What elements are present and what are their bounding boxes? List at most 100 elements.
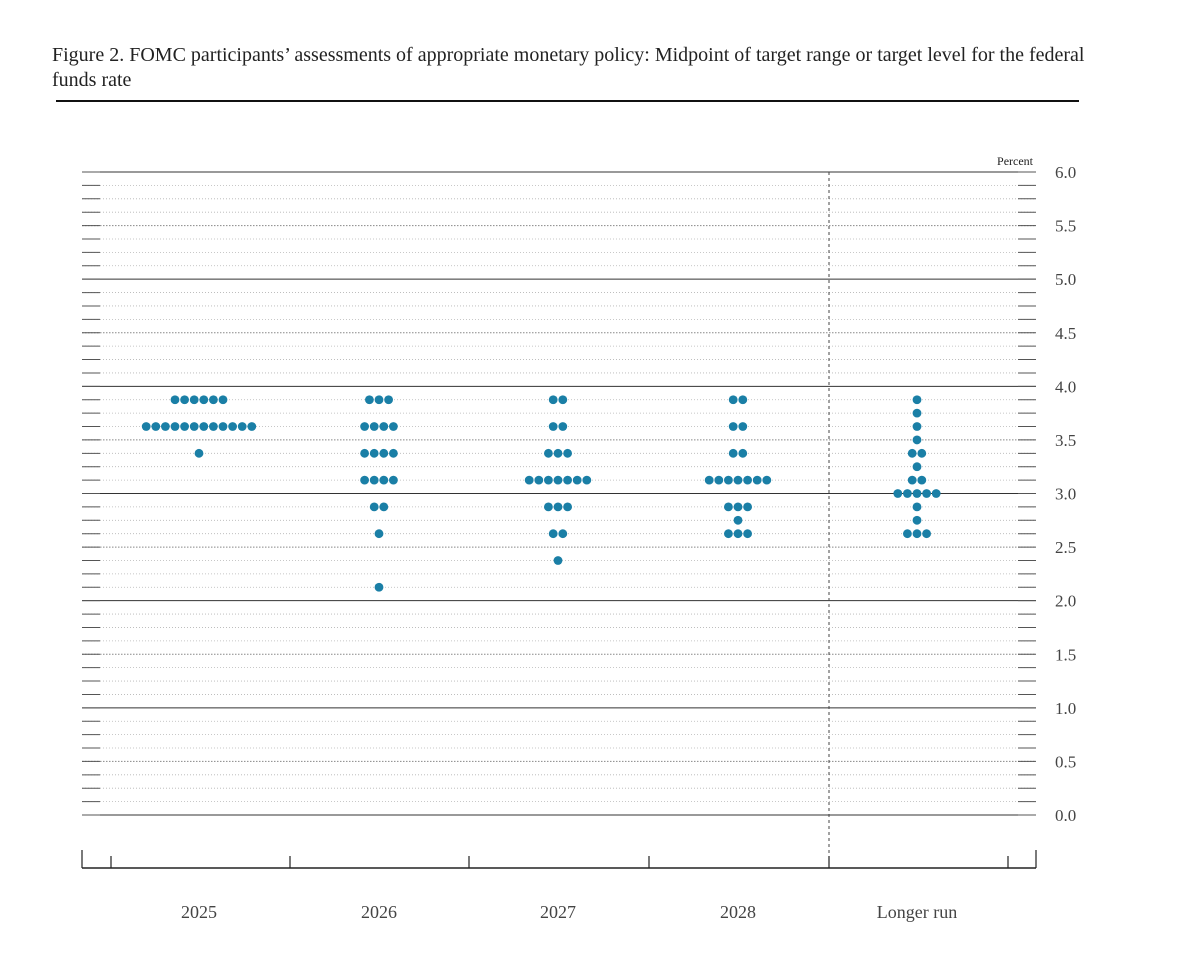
data-point [912, 422, 922, 431]
y-unit-label: Percent [997, 154, 1034, 168]
y-tick-label: 6.0 [1055, 163, 1076, 182]
y-tick-label: 0.0 [1055, 806, 1076, 825]
data-point [389, 448, 398, 458]
data-point [728, 448, 738, 458]
data-point [903, 489, 912, 498]
data-point [558, 422, 568, 431]
data-point [733, 529, 743, 539]
x-category-label: 2026 [361, 902, 397, 922]
data-point [733, 515, 743, 525]
data-point [553, 448, 563, 458]
data-point [389, 422, 398, 431]
data-point [733, 502, 743, 512]
data-point [931, 489, 941, 498]
data-point [724, 529, 733, 539]
data-point [194, 448, 204, 458]
y-tick-label: 1.0 [1055, 699, 1076, 718]
data-point [912, 435, 922, 445]
data-point [228, 422, 238, 431]
data-point [907, 475, 917, 485]
y-tick-label: 5.5 [1055, 217, 1076, 236]
y-tick-label: 4.0 [1055, 377, 1076, 396]
data-point [553, 556, 563, 565]
y-tick-labels: 6.0 5.5 5.0 4.5 4.0 3.5 3.0 2.5 2.0 1.5 1.0 0.5 0.0 [1055, 163, 1076, 825]
y-tick-label: 3.0 [1055, 485, 1076, 504]
data-point [365, 395, 374, 405]
y-tick-label: 2.5 [1055, 538, 1076, 557]
x-axis [81, 850, 1037, 869]
data-point [534, 475, 544, 485]
data-point [379, 475, 389, 485]
data-point [384, 395, 393, 405]
data-point [907, 448, 917, 458]
data-point [558, 395, 568, 405]
data-point [563, 448, 572, 458]
data-point [738, 422, 748, 431]
data-point [189, 422, 199, 431]
data-point [544, 475, 553, 485]
x-category-label: Longer run [877, 902, 957, 922]
data-point [247, 422, 257, 431]
data-point [572, 475, 582, 485]
data-point [218, 395, 228, 405]
data-point [912, 408, 922, 418]
data-point [893, 489, 903, 498]
grid-lines [82, 171, 1036, 868]
data-point [563, 475, 572, 485]
data-point [170, 422, 180, 431]
data-point [922, 529, 931, 539]
data-point [733, 475, 743, 485]
data-point [728, 395, 738, 405]
y-tick-label: 3.5 [1055, 431, 1076, 450]
data-point [548, 395, 558, 405]
data-point [151, 422, 161, 431]
data-point [180, 395, 190, 405]
y-tick-label: 5.0 [1055, 270, 1076, 289]
data-point [180, 422, 190, 431]
data-point [912, 489, 922, 498]
y-tick-label: 0.5 [1055, 752, 1076, 771]
data-point [199, 395, 209, 405]
data-point [912, 395, 922, 405]
data-point [524, 475, 534, 485]
data-point [379, 422, 389, 431]
data-point [389, 475, 398, 485]
data-point [912, 462, 922, 472]
data-point [161, 422, 170, 431]
data-point [548, 422, 558, 431]
data-point [141, 422, 151, 431]
data-point [374, 582, 384, 592]
x-category-label: 2028 [720, 902, 756, 922]
data-point [912, 515, 922, 525]
data-point [360, 475, 369, 485]
data-point [558, 529, 568, 539]
data-point [369, 422, 379, 431]
data-point [743, 502, 752, 512]
data-point [728, 422, 738, 431]
x-category-label: 2025 [181, 902, 217, 922]
data-point [199, 422, 209, 431]
y-tick-label: 2.0 [1055, 592, 1076, 611]
data-point [548, 529, 558, 539]
y-tick-label: 4.5 [1055, 324, 1076, 343]
data-point [374, 529, 384, 539]
data-point [369, 448, 379, 458]
data-point [369, 475, 379, 485]
data-point [917, 475, 927, 485]
data-point [738, 448, 748, 458]
data-point [189, 395, 199, 405]
data-point [752, 475, 762, 485]
data-point [170, 395, 180, 405]
title-rule [56, 100, 1079, 102]
data-point [922, 489, 931, 498]
figure-title: Figure 2. FOMC participants’ assessments… [52, 44, 1085, 91]
data-point [738, 395, 748, 405]
category-labels: 2025 2026 2027 2028 Longer run [181, 902, 957, 922]
data-point [903, 529, 912, 539]
x-category-label: 2027 [540, 902, 576, 922]
data-point [379, 448, 389, 458]
data-point [917, 448, 927, 458]
data-point [544, 448, 553, 458]
data-point [379, 502, 389, 512]
